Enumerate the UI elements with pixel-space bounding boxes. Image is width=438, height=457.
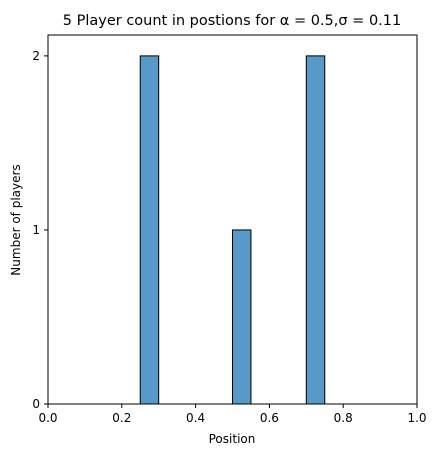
y-axis-label: Number of players	[9, 164, 23, 275]
histogram-bar	[139, 55, 160, 405]
x-axis-label: Position	[209, 432, 256, 446]
x-tick-label: 0.6	[260, 411, 279, 425]
histogram-bar	[232, 229, 252, 405]
bars-group	[139, 55, 326, 405]
x-tick-label: 1.0	[407, 411, 426, 425]
y-ticks: 0 1 2	[32, 49, 48, 411]
y-tick-label: 2	[32, 49, 40, 63]
y-tick-label: 1	[32, 223, 40, 237]
x-tick-label: 0.4	[186, 411, 205, 425]
histogram-bar	[305, 55, 326, 405]
plot-frame	[47, 34, 418, 405]
x-ticks: 0.0 0.2 0.4 0.6 0.8 1.0	[38, 404, 427, 425]
x-tick-label: 0.0	[38, 411, 57, 425]
y-tick-label: 0	[32, 397, 40, 411]
chart-title: 5 Player count in postions for α = 0.5,σ…	[63, 13, 401, 29]
x-tick-label: 0.8	[334, 411, 353, 425]
x-tick-label: 0.2	[112, 411, 131, 425]
